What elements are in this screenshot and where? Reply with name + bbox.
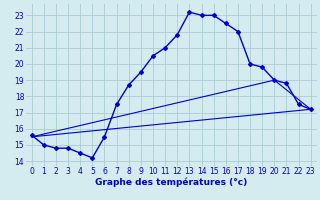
X-axis label: Graphe des températures (°c): Graphe des températures (°c) <box>95 178 247 187</box>
